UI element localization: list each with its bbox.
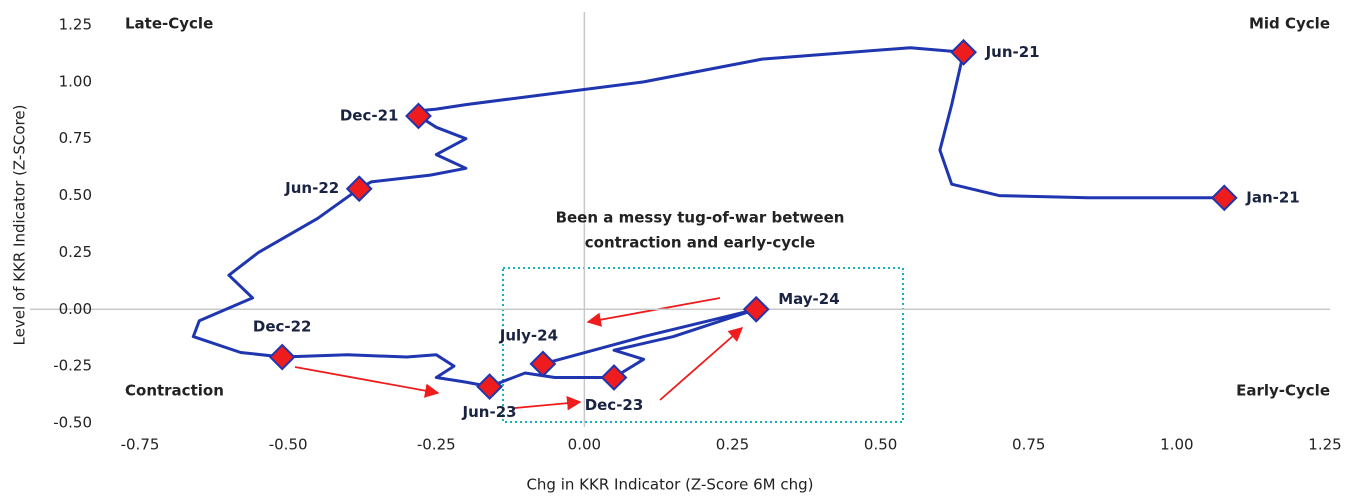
y-tick-label: 1.25 — [59, 16, 92, 34]
x-tick-label: -0.50 — [269, 436, 308, 454]
quadrant-label: Late-Cycle — [125, 15, 213, 33]
point — [950, 38, 977, 66]
point — [268, 343, 296, 371]
y-tick-label: 0.75 — [59, 129, 92, 147]
arrows — [294, 297, 744, 411]
x-tick-label: -0.75 — [121, 436, 160, 454]
point-label: Dec-22 — [253, 318, 312, 336]
annotation: Been a messy tug-of-war between — [556, 209, 845, 227]
x-tick-label: -0.25 — [417, 436, 456, 454]
point — [529, 350, 557, 378]
x-tick-label: 0.25 — [716, 436, 749, 454]
point-label: Dec-23 — [585, 396, 644, 414]
annotation: contraction and early-cycle — [585, 234, 815, 252]
point-label: Jun-22 — [284, 179, 339, 197]
point — [1210, 184, 1238, 212]
trajectory — [191, 46, 1225, 389]
y-tick-label: -0.50 — [53, 414, 92, 432]
annotation-box — [502, 267, 904, 423]
point-label: Jan-21 — [1245, 188, 1299, 206]
y-tick-label: 0.50 — [59, 186, 92, 204]
x-tick-label: 0.75 — [1012, 436, 1045, 454]
quadrant-label: Contraction — [125, 382, 224, 400]
arrow — [514, 396, 582, 411]
y-axis-title: Level of KKR Indicator (Z-SCore) — [11, 105, 29, 346]
y-tick-label: 1.00 — [59, 72, 92, 90]
point-label: Dec-21 — [340, 106, 399, 124]
point — [742, 295, 770, 323]
arrow — [294, 366, 440, 398]
point — [345, 175, 373, 203]
y-tick-label: -0.25 — [53, 357, 92, 375]
y-tick-label: 0.00 — [59, 300, 92, 318]
arrow — [659, 327, 744, 401]
x-tick-label: 1.25 — [1308, 436, 1341, 454]
quadrant-label: Early-Cycle — [1236, 382, 1330, 400]
y-tick-label: 0.25 — [59, 243, 92, 261]
point-label: July-24 — [499, 326, 558, 344]
point-label: Jun-23 — [462, 403, 517, 421]
point-label: Jun-21 — [985, 43, 1040, 61]
x-axis-title: Chg in KKR Indicator (Z-Score 6M chg) — [526, 476, 813, 494]
point — [600, 364, 628, 391]
quadrant-label: Mid Cycle — [1249, 15, 1330, 33]
point — [405, 102, 432, 130]
x-tick-label: 0.00 — [568, 436, 601, 454]
x-tick-label: 0.50 — [864, 436, 897, 454]
x-tick-label: 1.00 — [1160, 436, 1193, 454]
point — [476, 373, 503, 401]
point-label: May-24 — [778, 290, 839, 308]
